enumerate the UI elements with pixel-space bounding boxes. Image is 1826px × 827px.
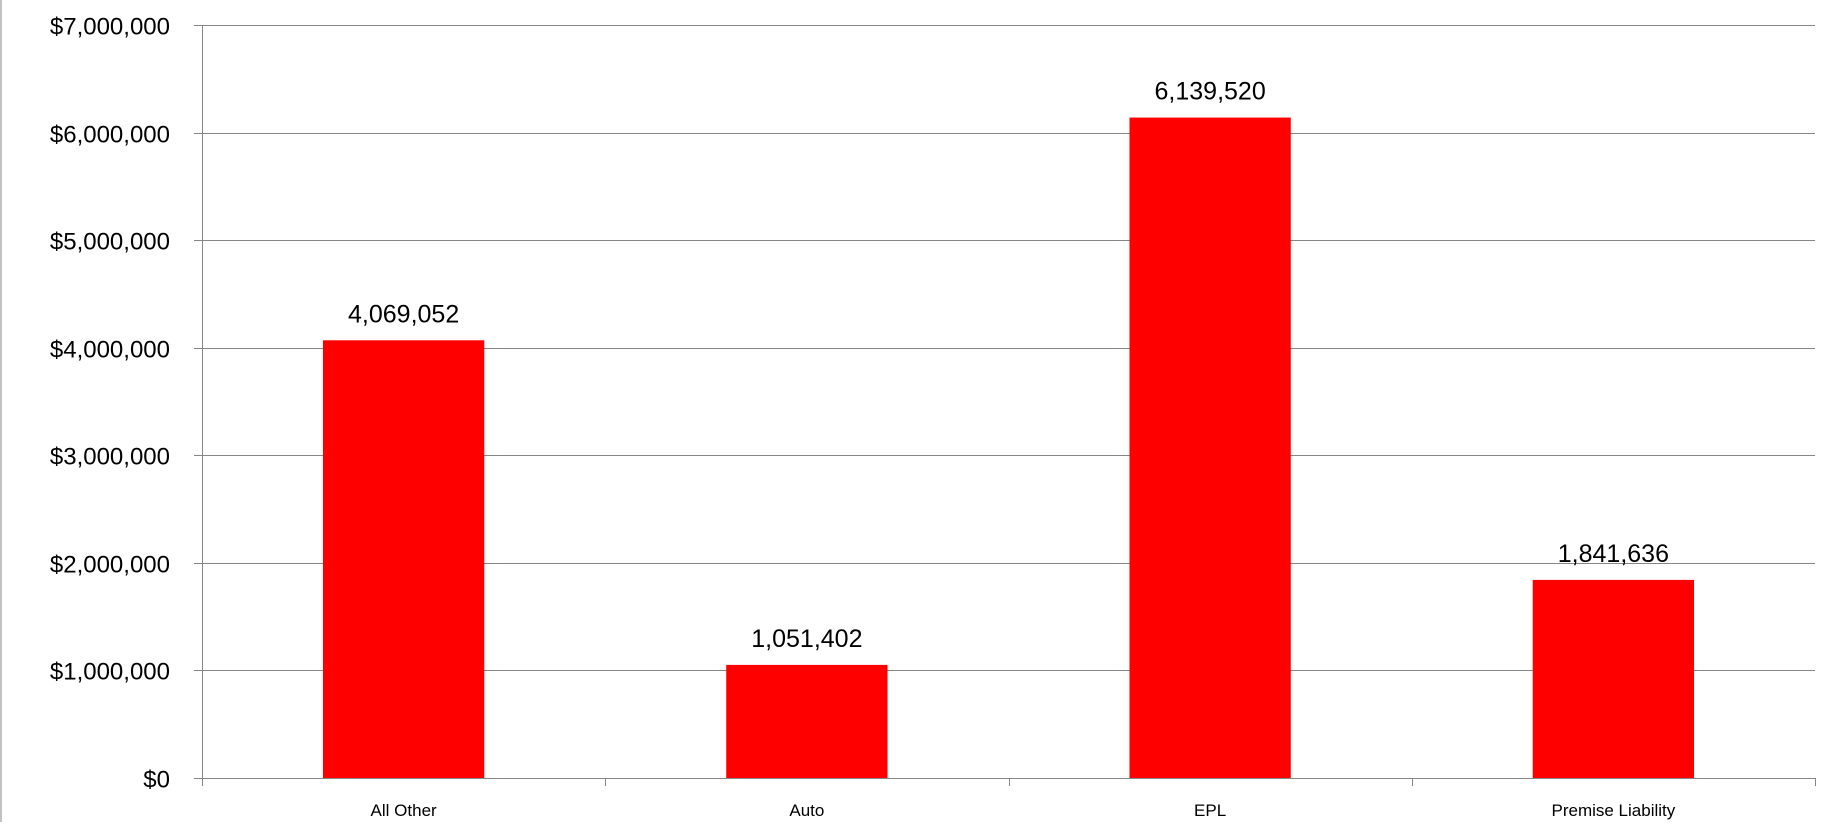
x-tick-label: Auto [789,801,824,820]
y-tick-label: $3,000,000 [50,444,170,471]
y-tick-label: $6,000,000 [50,122,170,149]
bar [1129,117,1291,779]
y-tick-label: $4,000,000 [50,337,170,364]
bar [322,340,485,778]
data-label: 6,139,520 [1155,78,1266,106]
bars [322,117,1695,779]
x-tick-label: Premise Liability [1551,801,1675,820]
axes [194,25,1816,786]
bar [1532,579,1695,778]
data-label: 1,051,402 [751,625,862,653]
data-label: 4,069,052 [348,300,459,328]
x-tick-label: EPL [1194,801,1226,820]
x-tick-label: All Other [371,801,437,820]
y-tick-label: $2,000,000 [50,552,170,579]
data-label: 1,841,636 [1558,540,1669,568]
labels: $0 $1,000,000 $2,000,000 $3,000,000 $4,000,0… [50,14,1676,821]
y-tick-label: $0 [143,767,170,794]
y-tick-label: $7,000,000 [50,14,170,41]
y-tick-label: $5,000,000 [50,229,170,256]
bar [726,664,888,778]
y-tick-label: $1,000,000 [50,659,170,686]
